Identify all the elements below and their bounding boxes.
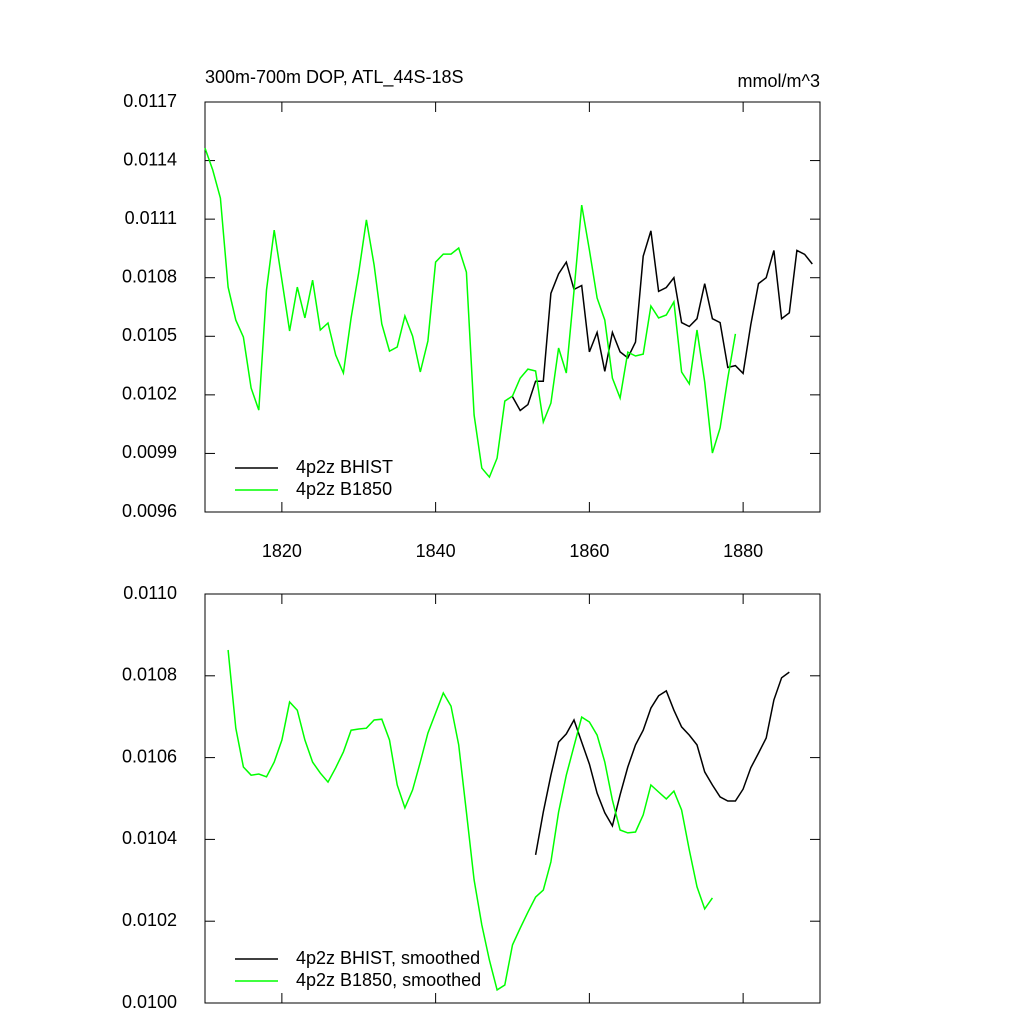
legend-label: 4p2z BHIST (296, 457, 393, 477)
legend-label: 4p2z BHIST, smoothed (296, 948, 480, 968)
plot-frame (204, 593, 821, 1004)
y-tick-label: 0.0108 (122, 665, 177, 685)
series-line (534, 671, 790, 856)
y-tick-label: 0.0100 (122, 992, 177, 1012)
series-line (227, 649, 714, 992)
y-tick-label: 0.0108 (122, 266, 177, 286)
x-tick-label: 1860 (569, 541, 609, 561)
y-tick-label: 0.0117 (123, 91, 177, 111)
series-line (511, 230, 813, 412)
legend-label: 4p2z B1850, smoothed (296, 970, 481, 990)
x-tick-label: 1880 (723, 541, 763, 561)
y-tick-label: 0.0099 (122, 442, 177, 462)
x-tick-label: 1840 (416, 541, 456, 561)
y-tick-label: 0.0102 (122, 910, 177, 930)
x-tick-label: 1820 (262, 541, 302, 561)
legend-label: 4p2z B1850 (296, 479, 392, 499)
y-tick-label: 0.0096 (122, 501, 177, 521)
units-label: mmol/m^3 (738, 71, 820, 91)
y-tick-label: 0.0106 (122, 746, 177, 766)
y-tick-label: 0.0105 (122, 325, 177, 345)
y-tick-label: 0.0110 (123, 583, 177, 603)
y-tick-label: 0.0104 (122, 828, 177, 848)
plot-frame (204, 101, 821, 513)
y-tick-label: 0.0102 (122, 384, 177, 404)
series-line (204, 147, 737, 479)
y-tick-label: 0.0111 (125, 208, 177, 228)
y-tick-label: 0.0114 (123, 149, 177, 169)
chart-title: 300m-700m DOP, ATL_44S-18S (205, 67, 463, 88)
